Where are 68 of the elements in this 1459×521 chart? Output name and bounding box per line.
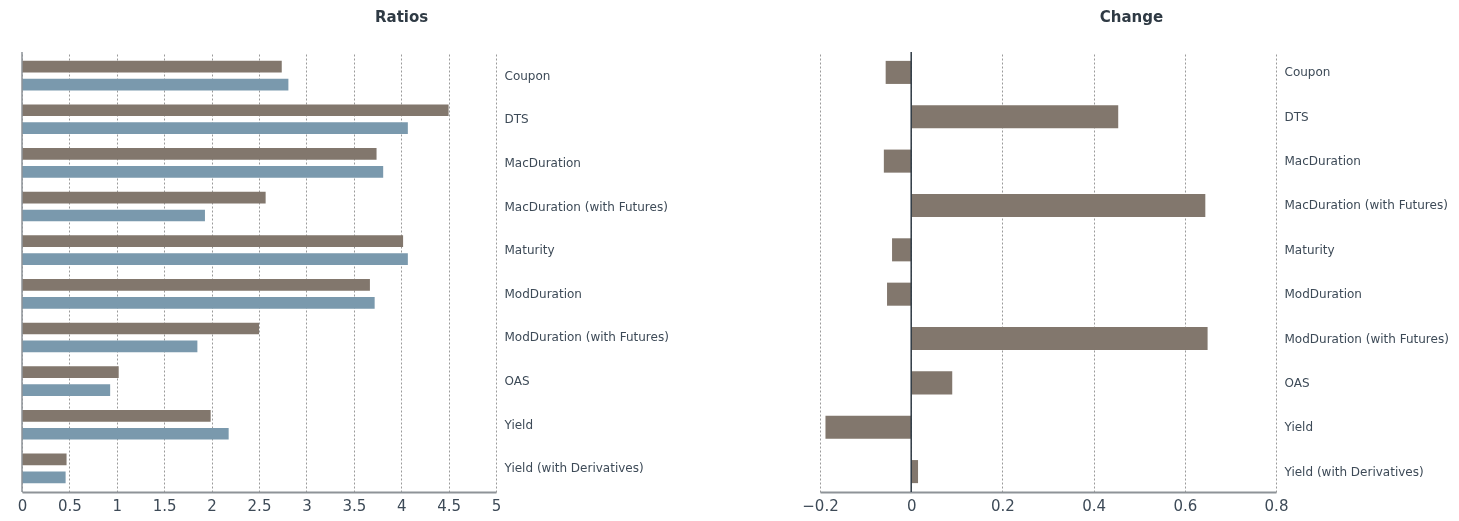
x-tick-label: 0 (906, 496, 917, 515)
bar (22, 122, 408, 135)
bar (22, 366, 119, 378)
x-tick-label: 0.8 (1264, 496, 1289, 515)
x-tick-label: 0.2 (990, 496, 1015, 515)
bar (825, 415, 912, 439)
bar (22, 60, 282, 73)
bar (22, 453, 67, 466)
x-tick-label: 3.5 (342, 496, 367, 515)
y-tick-label: Maturity (504, 243, 555, 258)
bar (22, 104, 449, 117)
x-tick-label: 0 (17, 496, 28, 515)
y-tick-label: ModDuration (504, 286, 582, 301)
x-tick-label: −0.2 (802, 496, 839, 515)
x-tick-label: 2.5 (247, 496, 272, 515)
bar (22, 322, 259, 335)
bar (885, 60, 912, 84)
y-tick-label: MacDuration (504, 155, 581, 170)
chart-title: Change (1099, 8, 1164, 27)
y-tick-label: Yield (1283, 420, 1314, 435)
y-tick-label: MacDuration (with Futures) (1284, 198, 1448, 213)
y-tick-label: Yield (503, 417, 534, 432)
bar (22, 209, 205, 222)
x-tick-label: 0.4 (1082, 496, 1107, 515)
bar (22, 191, 266, 204)
x-tick-label: 0.5 (57, 496, 82, 515)
y-tick-label: ModDuration (1284, 287, 1362, 302)
x-tick-label: 5 (491, 496, 502, 515)
y-tick-label: MacDuration (with Futures) (504, 199, 668, 214)
bar (22, 78, 289, 91)
y-tick-label: ModDuration (with Futures) (1284, 331, 1449, 346)
x-tick-label: 0.6 (1173, 496, 1198, 515)
bar (22, 471, 66, 484)
x-tick-label: 3 (302, 496, 312, 515)
bar (911, 105, 1119, 129)
y-tick-label: OAS (504, 374, 530, 389)
bar (22, 166, 384, 178)
bar (22, 253, 408, 266)
bar (22, 427, 229, 440)
x-tick-label: 4.5 (437, 496, 462, 515)
x-tick-label: 2 (207, 496, 217, 515)
y-tick-label: Yield (with Derivatives) (503, 461, 644, 476)
bar (892, 238, 912, 262)
y-tick-label: OAS (1284, 375, 1310, 390)
chart-title: Ratios (375, 8, 429, 27)
bar (883, 149, 912, 173)
bar (911, 327, 1208, 351)
bar (22, 235, 404, 248)
y-tick-label: Yield (with Derivatives) (1283, 464, 1424, 479)
bar (887, 282, 912, 306)
y-tick-label: DTS (1284, 109, 1309, 124)
bar (22, 278, 370, 291)
bar (22, 409, 211, 422)
y-tick-label: ModDuration (with Futures) (504, 330, 669, 345)
bar (22, 148, 377, 160)
y-tick-label: MacDuration (1284, 154, 1361, 169)
y-tick-label: DTS (504, 112, 529, 127)
bar (911, 371, 953, 395)
x-tick-label: 4 (396, 496, 407, 515)
x-tick-label: 1.5 (152, 496, 177, 515)
bar (22, 340, 198, 353)
bar (22, 296, 375, 309)
bar (911, 193, 1206, 217)
x-tick-label: 1 (112, 496, 123, 515)
bar (22, 384, 111, 396)
y-tick-label: Coupon (504, 68, 551, 83)
y-tick-label: Maturity (1284, 242, 1335, 257)
y-tick-label: Coupon (1284, 65, 1331, 80)
